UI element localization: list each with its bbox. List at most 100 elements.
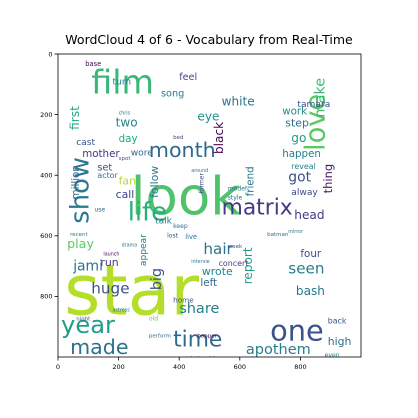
word-work: work bbox=[282, 106, 307, 118]
word-use: use bbox=[94, 207, 105, 214]
word-concert: concert bbox=[219, 259, 249, 268]
word-star: star bbox=[64, 251, 199, 332]
word-happen: happen bbox=[282, 148, 321, 160]
word-lost: lost bbox=[167, 232, 179, 239]
x-axis: 0 200 400 600 800 bbox=[56, 357, 307, 371]
word-show: show bbox=[65, 157, 95, 224]
y-tick-label: 0 bbox=[48, 50, 52, 58]
word-apothem: apothem bbox=[246, 342, 311, 358]
word-week: week bbox=[228, 244, 243, 250]
word-set: set bbox=[97, 163, 112, 174]
y-tick-label: 600 bbox=[40, 232, 52, 240]
word-keep: keep bbox=[173, 223, 188, 230]
word-call: call bbox=[116, 188, 135, 201]
word-make: make bbox=[313, 78, 329, 118]
word-mirror: mirror bbox=[288, 229, 303, 235]
word-home: home bbox=[173, 296, 194, 305]
word-mother: mother bbox=[82, 148, 120, 160]
word-jami: jami bbox=[72, 259, 103, 275]
word-one: one bbox=[270, 313, 324, 347]
x-tick-label: 0 bbox=[56, 363, 60, 371]
word-launch: launch bbox=[103, 252, 119, 258]
word-four: four bbox=[300, 248, 321, 260]
x-tick-label: 600 bbox=[234, 363, 246, 371]
plot-area: star look film month matrix love show life year o… bbox=[58, 54, 361, 362]
word-high: high bbox=[328, 335, 352, 348]
word-live: live bbox=[185, 233, 197, 241]
word-friend: friend bbox=[244, 166, 256, 196]
word-talk: talk bbox=[155, 217, 173, 227]
word-recent: recent bbox=[70, 232, 88, 238]
word-got: got bbox=[288, 169, 311, 185]
word-bed: bed bbox=[173, 135, 183, 141]
word-turn: turn bbox=[113, 77, 132, 87]
word-spot: spot bbox=[119, 156, 132, 162]
word-step: step bbox=[285, 117, 309, 130]
word-song: song bbox=[161, 88, 184, 99]
word-reveal: reveal bbox=[291, 162, 315, 171]
word-matrix: matrix bbox=[222, 196, 293, 221]
word-report: report bbox=[241, 247, 255, 284]
word-tamara: tamara bbox=[297, 100, 330, 110]
word-old: old bbox=[149, 316, 158, 323]
word-cast: cast bbox=[76, 138, 95, 148]
x-tick-label: 800 bbox=[294, 363, 306, 371]
word-bash: bash bbox=[296, 284, 325, 298]
word-life: life bbox=[128, 198, 167, 228]
word-run: run bbox=[100, 256, 118, 269]
word-hopper: hopper bbox=[197, 333, 217, 339]
word-intervie: intervie bbox=[191, 259, 209, 265]
y-tick-label: 400 bbox=[40, 172, 52, 180]
word-big: big bbox=[149, 268, 165, 290]
word-actor: actor bbox=[97, 171, 118, 180]
word-two: two bbox=[116, 116, 138, 130]
word-wore: wore bbox=[131, 149, 154, 159]
word-left: left bbox=[200, 277, 217, 289]
word-million: million bbox=[70, 165, 82, 199]
word-film: film bbox=[91, 62, 154, 101]
word-feel: feel bbox=[179, 72, 197, 83]
word-relationship: relationship bbox=[185, 356, 218, 362]
y-tick-label: 200 bbox=[40, 111, 52, 119]
word-base: base bbox=[85, 60, 101, 68]
word-thing: thing bbox=[321, 164, 335, 194]
word-day: day bbox=[119, 133, 138, 145]
word-black: black bbox=[212, 122, 226, 154]
word-look: look bbox=[131, 167, 242, 228]
x-tick-label: 200 bbox=[112, 363, 124, 371]
word-around: around bbox=[191, 168, 208, 174]
word-model: model bbox=[228, 185, 247, 192]
word-go: go bbox=[291, 131, 306, 145]
word-back: back bbox=[328, 317, 347, 326]
word-layer: star look film month matrix love show life year o… bbox=[61, 60, 352, 362]
word-fan: fan bbox=[119, 174, 136, 187]
word-perform: perform bbox=[149, 333, 171, 339]
plot-frame bbox=[57, 53, 362, 358]
word-huge: huge bbox=[91, 279, 129, 297]
word-hair: hair bbox=[203, 240, 233, 258]
word-seen: seen bbox=[288, 260, 324, 278]
x-tick-label: 400 bbox=[173, 363, 185, 371]
word-play: play bbox=[67, 236, 94, 251]
word-made: made bbox=[70, 335, 128, 359]
y-axis: 0 200 400 600 800 bbox=[40, 50, 58, 301]
word-head: head bbox=[294, 208, 324, 222]
word-love: love bbox=[301, 94, 332, 151]
word-white: white bbox=[222, 95, 255, 109]
word-year: year bbox=[61, 311, 115, 339]
word-chris: chris bbox=[119, 111, 131, 117]
word-night: night bbox=[76, 317, 91, 323]
y-tick-label: 800 bbox=[40, 293, 52, 301]
word-first: first bbox=[68, 106, 82, 130]
word-former: former bbox=[198, 172, 205, 193]
word-alway: alway bbox=[291, 188, 318, 198]
word-month: month bbox=[149, 138, 216, 162]
word-eye: eye bbox=[197, 110, 219, 124]
word-appear: appear bbox=[139, 234, 149, 266]
word-actress: actress bbox=[113, 308, 131, 314]
word-even: even bbox=[325, 352, 340, 359]
word-time: time bbox=[173, 327, 222, 352]
word-batman: batman bbox=[267, 232, 289, 238]
word-secret: secret bbox=[237, 356, 255, 362]
